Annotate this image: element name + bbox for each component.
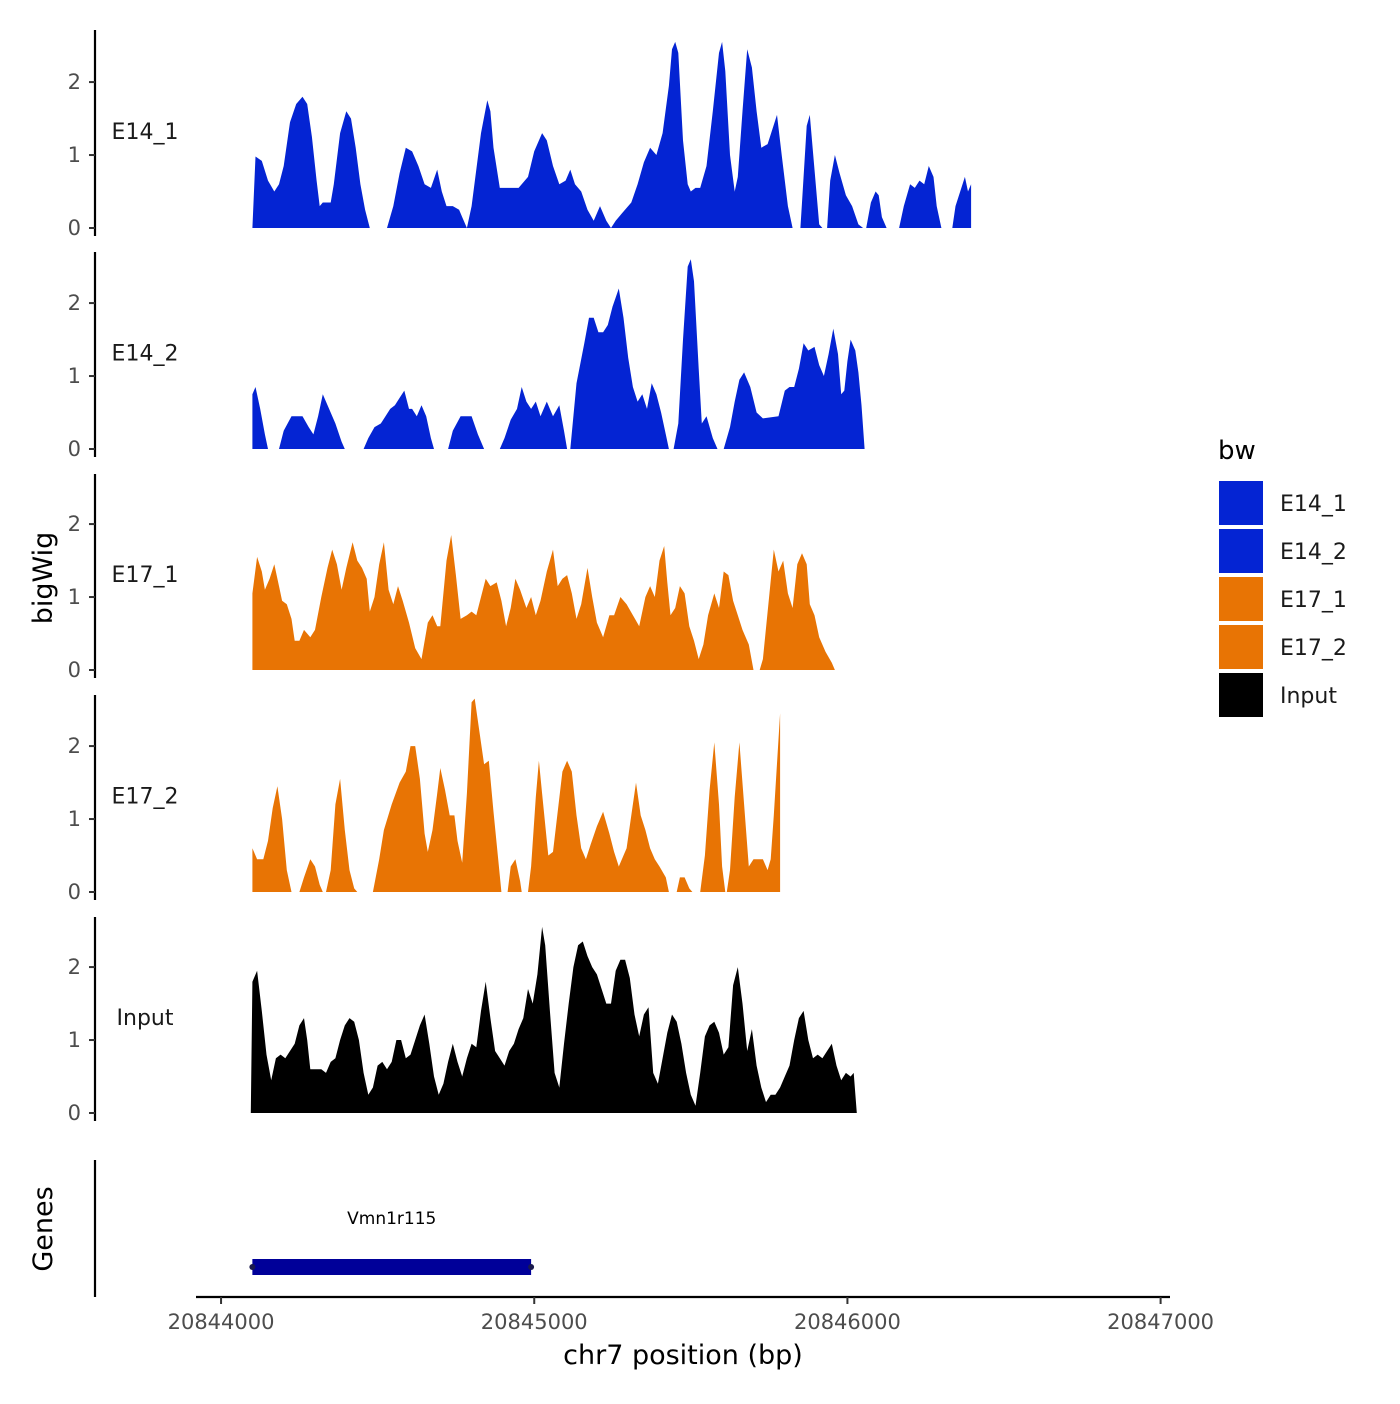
legend-swatch-E17_2 [1219,625,1263,669]
x-tick-label-20847000: 20847000 [1107,1310,1214,1334]
y-tick-label-E14_1-0: 0 [68,216,81,240]
legend-swatch-E17_1 [1219,577,1263,621]
legend-label-Input: Input [1280,684,1337,709]
y-tick-label-E17_2-2: 2 [68,734,81,758]
legend-swatch-E14_1 [1219,481,1263,525]
x-tick-label-20844000: 20844000 [168,1310,275,1334]
track-label-E17_2: E17_2 [112,785,179,810]
legend-swatch-E14_2 [1219,529,1263,573]
legend-label-E17_1: E17_1 [1280,588,1347,613]
y-tick-label-E14_1-1: 1 [68,143,81,167]
y-tick-label-E17_2-1: 1 [68,807,81,831]
track-area-Input [250,926,857,1113]
legend-label-E14_2: E14_2 [1280,540,1347,565]
track-area-E14_2 [252,259,865,449]
y-axis-title: bigWig [28,532,59,625]
genes-axis-title: Genes [28,1186,59,1271]
y-tick-label-E14_1-2: 2 [68,70,81,94]
track-label-E17_1: E17_1 [112,563,179,588]
y-tick-label-Input-2: 2 [68,955,81,979]
legend-title: bw [1218,436,1256,466]
y-tick-label-E14_2-0: 0 [68,437,81,461]
y-tick-label-E17_1-1: 1 [68,585,81,609]
y-tick-label-E17_2-0: 0 [68,880,81,904]
track-label-Input: Input [117,1006,174,1031]
gene-label-Vmn1r115: Vmn1r115 [347,1209,436,1229]
legend-label-E17_2: E17_2 [1280,636,1347,661]
y-tick-label-Input-1: 1 [68,1028,81,1052]
y-tick-label-E14_2-1: 1 [68,364,81,388]
gene-end-marker [528,1264,535,1270]
y-tick-label-Input-0: 0 [68,1101,81,1125]
x-axis-title: chr7 position (bp) [563,1340,803,1371]
track-label-E14_1: E14_1 [112,120,179,145]
y-tick-label-E17_1-2: 2 [68,512,81,536]
track-label-E14_2: E14_2 [112,342,179,367]
x-tick-label-20845000: 20845000 [481,1310,588,1334]
y-tick-label-E14_2-2: 2 [68,291,81,315]
track-area-E17_2 [252,698,781,892]
gene-bar-Vmn1r115 [252,1259,532,1275]
legend-swatch-Input [1219,673,1263,717]
track-area-E17_1 [252,535,835,670]
y-tick-label-E17_1-0: 0 [68,658,81,682]
track-area-E14_1 [252,41,972,229]
legend-label-E14_1: E14_1 [1280,492,1347,517]
gene-start-marker [249,1264,256,1270]
x-tick-label-20846000: 20846000 [794,1310,901,1334]
